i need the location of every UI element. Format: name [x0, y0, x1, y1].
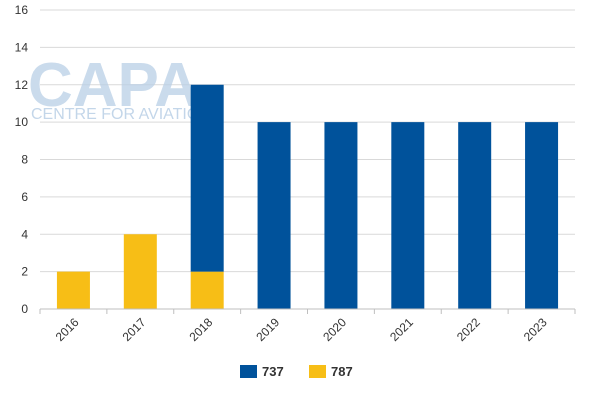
bar-737-2022 — [458, 122, 492, 309]
bar-737-2023 — [525, 122, 559, 309]
legend: 737 787 — [240, 364, 353, 379]
bar-737-2020 — [324, 122, 358, 309]
legend-label-737: 737 — [262, 364, 284, 379]
bar-787-2018 — [190, 271, 224, 309]
x-tick-label: 2023 — [521, 315, 550, 344]
y-tick-label: 8 — [21, 153, 28, 167]
bar-787-2016 — [56, 271, 90, 309]
legend-label-787: 787 — [331, 364, 353, 379]
x-tick-label: 2018 — [187, 315, 216, 344]
bar-737-2021 — [391, 122, 425, 309]
y-tick-label: 16 — [15, 3, 29, 17]
y-tick-label: 2 — [21, 265, 28, 279]
x-axis-tick-labels: 2016 2017 2018 2019 2020 2021 2022 2023 — [53, 315, 550, 344]
y-tick-label: 6 — [21, 190, 28, 204]
y-tick-label: 4 — [21, 227, 28, 241]
y-tick-label: 0 — [21, 302, 28, 316]
x-tick-label: 2016 — [53, 315, 82, 344]
watermark-logo-text: CAPA — [28, 51, 199, 120]
bar-787-2017 — [123, 234, 157, 309]
x-tick-label: 2021 — [387, 315, 416, 344]
x-axis — [39, 308, 576, 314]
x-tick-label: 2022 — [454, 315, 483, 344]
bar-737-2019 — [257, 122, 291, 309]
x-tick-label: 2020 — [320, 315, 349, 344]
y-tick-label: 14 — [15, 40, 29, 54]
bar-737-2018 — [190, 84, 224, 272]
x-tick-label: 2019 — [253, 315, 282, 344]
legend-swatch-737 — [240, 365, 257, 378]
gridlines — [40, 9, 575, 273]
x-tick-label: 2017 — [120, 315, 149, 344]
y-axis: 0 2 4 6 8 10 12 14 16 — [15, 3, 29, 316]
watermark-tagline-text: CENTRE FOR AVIATION — [31, 106, 211, 123]
y-tick-label: 12 — [15, 78, 29, 92]
bars — [56, 84, 559, 309]
y-tick-label: 10 — [15, 115, 29, 129]
legend-swatch-787 — [309, 365, 326, 378]
capa-watermark: CAPA CENTRE FOR AVIATION — [28, 51, 211, 123]
